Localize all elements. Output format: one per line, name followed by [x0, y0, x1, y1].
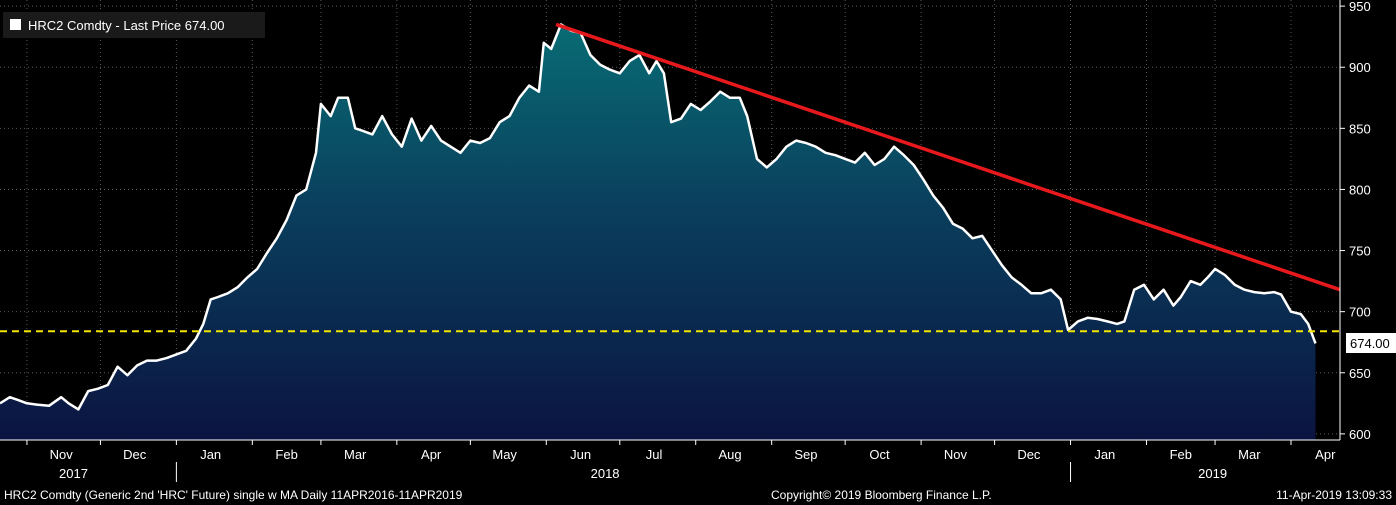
last-price-label: 674.00: [1350, 336, 1390, 351]
x-tick-label: Oct: [869, 447, 890, 462]
x-tick-label: Feb: [275, 447, 297, 462]
x-tick-label: Apr: [1315, 447, 1336, 462]
x-tick-label: Dec: [123, 447, 147, 462]
x-tick-label: Mar: [1238, 447, 1261, 462]
last-price-marker: 674.00: [1346, 333, 1396, 353]
reference-layer: [0, 22, 1341, 333]
x-tick-label: Feb: [1170, 447, 1192, 462]
x-tick-label: Jul: [646, 447, 663, 462]
price-line: [0, 23, 1317, 411]
x-tick-label: Jan: [200, 447, 221, 462]
footer-copyright: Copyright© 2019 Bloomberg Finance L.P.: [771, 488, 992, 502]
y-tick-label: 700: [1349, 305, 1371, 320]
y-tick-label: 600: [1349, 427, 1371, 442]
year-label: 2018: [591, 466, 620, 481]
legend: HRC2 Comdty - Last Price 674.00: [3, 12, 265, 38]
legend-swatch: [10, 19, 21, 30]
legend-background: [3, 12, 265, 38]
x-tick-label: Aug: [718, 447, 741, 462]
year-label: 2017: [59, 466, 88, 481]
last-price-box: [1346, 333, 1396, 353]
axis-labels: 600 650 700 750 800 850 900 950 Nov Dec Jan Feb Mar A…: [50, 0, 1371, 481]
x-tick-label: Jun: [570, 447, 591, 462]
footer-timestamp: 11-Apr-2019 13:09:33: [1276, 488, 1392, 502]
x-tick-label: May: [492, 447, 517, 462]
x-tick-label: Nov: [50, 447, 74, 462]
legend-label: HRC2 Comdty - Last Price 674.00: [28, 18, 225, 33]
x-tick-label: Mar: [344, 447, 367, 462]
x-tick-label: Dec: [1017, 447, 1041, 462]
y-tick-label: 850: [1349, 121, 1371, 136]
y-tick-label: 650: [1349, 366, 1371, 381]
y-tick-label: 800: [1349, 182, 1371, 197]
x-tick-label: Sep: [794, 447, 817, 462]
x-tick-label: Nov: [944, 447, 968, 462]
year-label: 2019: [1198, 466, 1227, 481]
footer: HRC2 Comdty (Generic 2nd 'HRC' Future) s…: [4, 488, 1392, 502]
footer-description: HRC2 Comdty (Generic 2nd 'HRC' Future) s…: [4, 488, 463, 502]
trend-line: [555, 22, 1341, 292]
y-tick-label: 950: [1349, 0, 1371, 14]
x-tick-label: Jan: [1094, 447, 1115, 462]
price-area-fill: [0, 24, 1316, 441]
area-layer: [0, 23, 1317, 441]
y-tick-label: 900: [1349, 60, 1371, 75]
axes: [0, 0, 1345, 482]
y-tick-label: 750: [1349, 244, 1371, 259]
x-tick-label: Apr: [421, 447, 442, 462]
